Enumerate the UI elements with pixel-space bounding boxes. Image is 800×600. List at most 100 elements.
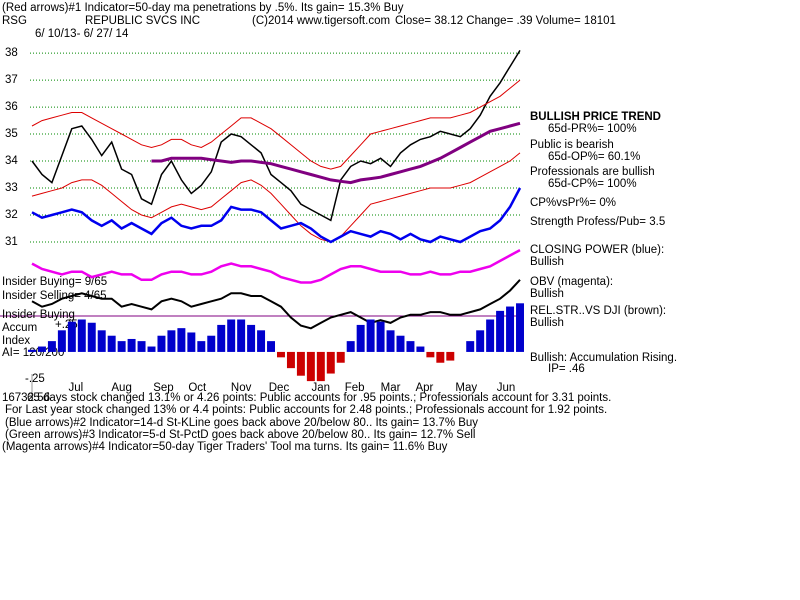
footer-text: 65 days stock changed 13.1% or 4.26 poin… (27, 392, 611, 404)
footer-text: (Magenta arrows)#4 Indicator=50-day Tige… (2, 441, 448, 453)
footer-text: 16732.56 (2, 392, 50, 404)
side-text: OBV (magenta): (530, 276, 613, 288)
y-tick-label: 37 (5, 74, 18, 86)
accumulation-bar (47, 341, 56, 352)
accumulation-bar (87, 322, 96, 352)
x-tick-label: Jul (68, 382, 83, 394)
x-tick-label: Oct (188, 382, 207, 394)
accumulation-bar (466, 341, 475, 352)
x-tick-label: Mar (381, 382, 401, 394)
accumulation-bar (386, 330, 395, 352)
accumulation-bar (147, 346, 156, 352)
x-tick-label: Nov (231, 382, 252, 394)
side-text: Professionals are bullish (530, 166, 655, 178)
header-text: (Red arrows)#1 Indicator=50-day ma penet… (2, 2, 404, 14)
copyright: (C)2014 www.tigersoft.com (252, 15, 390, 27)
accumulation-bar (366, 319, 375, 352)
accumulation-bar (267, 341, 276, 352)
left-label: Insider Buying= 9/65 (2, 276, 107, 288)
accumulation-bar (28, 349, 36, 352)
accumulation-bar (97, 330, 106, 352)
footer-text: (Green arrows)#3 Indicator=5-d St-PctD g… (5, 429, 475, 441)
date-range: 6/ 10/13- 6/ 27/ 14 (35, 28, 129, 40)
accumulation-bar (207, 335, 216, 352)
accumulation-bar (376, 321, 385, 352)
accumulation-bar (496, 310, 505, 352)
accumulation-bar (257, 330, 266, 352)
accumulation-bar (37, 346, 46, 352)
side-text: Strength Profess/Pub= 3.5 (530, 216, 665, 228)
side-text: Bullish (530, 256, 564, 268)
accumulation-bar (286, 351, 295, 369)
accumulation-bar (217, 324, 226, 352)
accumulation-bar (316, 351, 325, 382)
accumulation-bar (516, 303, 524, 352)
y2-tick-label: -.25 (25, 373, 45, 385)
side-text: Bullish: Accumulation Rising. (530, 352, 677, 364)
side-text: Public is bearish (530, 139, 614, 151)
quote: Close= 38.12 Change= .39 Volume= 18101 (395, 15, 616, 27)
accumulation-bar (356, 324, 365, 352)
side-text: IP= .46 (548, 363, 585, 375)
symbol: RSG (2, 15, 27, 27)
left-label: Index (2, 335, 30, 347)
x-tick-label: Sep (153, 382, 173, 394)
x-tick-label: Dec (269, 382, 290, 394)
accumulation-bar (446, 351, 455, 361)
accumulation-bar (336, 351, 345, 363)
x-tick-label: Jan (312, 382, 331, 394)
series-line (31, 50, 521, 222)
accumulation-bar (276, 351, 285, 358)
left-label: Accum (2, 322, 37, 334)
side-text: 65d-CP%= 100% (548, 178, 637, 190)
y-tick-label: 38 (5, 47, 18, 59)
accumulation-bar (187, 332, 196, 352)
y-tick-label: 34 (5, 155, 18, 167)
accumulation-bar (167, 330, 176, 352)
y-tick-label: 32 (5, 209, 18, 221)
x-tick-label: Feb (345, 382, 365, 394)
accumulation-bar (306, 351, 315, 382)
accumulation-bar (416, 346, 425, 352)
accumulation-bar (247, 324, 256, 352)
series-line (31, 249, 521, 284)
accumulation-bar (476, 330, 485, 352)
accumulation-bar (426, 351, 435, 358)
accumulation-bar (406, 341, 415, 352)
company: REPUBLIC SVCS INC (85, 15, 200, 27)
y-tick-label: 35 (5, 128, 18, 140)
x-tick-label: May (455, 382, 477, 394)
y-tick-label: 33 (5, 182, 18, 194)
series-line (31, 152, 521, 243)
y-tick-label: 31 (5, 236, 18, 248)
accumulation-bar (117, 341, 126, 352)
accumulation-bar (197, 341, 206, 352)
accumulation-bar (396, 335, 405, 352)
accumulation-bar (157, 335, 166, 352)
accumulation-bar (506, 306, 515, 352)
side-text: CP%vsPr%= 0% (530, 197, 616, 209)
side-text: 65d-OP%= 60.1% (548, 151, 640, 163)
accumulation-bar (296, 351, 305, 376)
accumulation-bar (57, 330, 66, 352)
x-tick-label: Jun (497, 382, 516, 394)
footer-text: (Blue arrows)#2 Indicator=14-d St-KLine … (5, 417, 478, 429)
accumulation-bar (486, 319, 495, 352)
side-text: REL.STR..VS DJI (brown): (530, 305, 666, 317)
footer-text: For Last year stock changed 13% or 4.4 p… (5, 404, 607, 416)
series-line (31, 279, 521, 330)
series-line (31, 79, 521, 170)
accumulation-bar (326, 351, 335, 374)
accumulation-bar (127, 338, 136, 352)
accumulation-bar (227, 319, 236, 352)
accumulation-bar (346, 341, 355, 352)
side-text: BULLISH PRICE TREND (530, 111, 661, 123)
accumulation-bar (436, 351, 445, 363)
accumulation-bar (237, 319, 246, 352)
y-tick-label: 36 (5, 101, 18, 113)
side-text: Bullish (530, 317, 564, 329)
side-text: CLOSING POWER (blue): (530, 244, 664, 256)
side-text: Bullish (530, 288, 564, 300)
accumulation-bar (177, 328, 186, 352)
